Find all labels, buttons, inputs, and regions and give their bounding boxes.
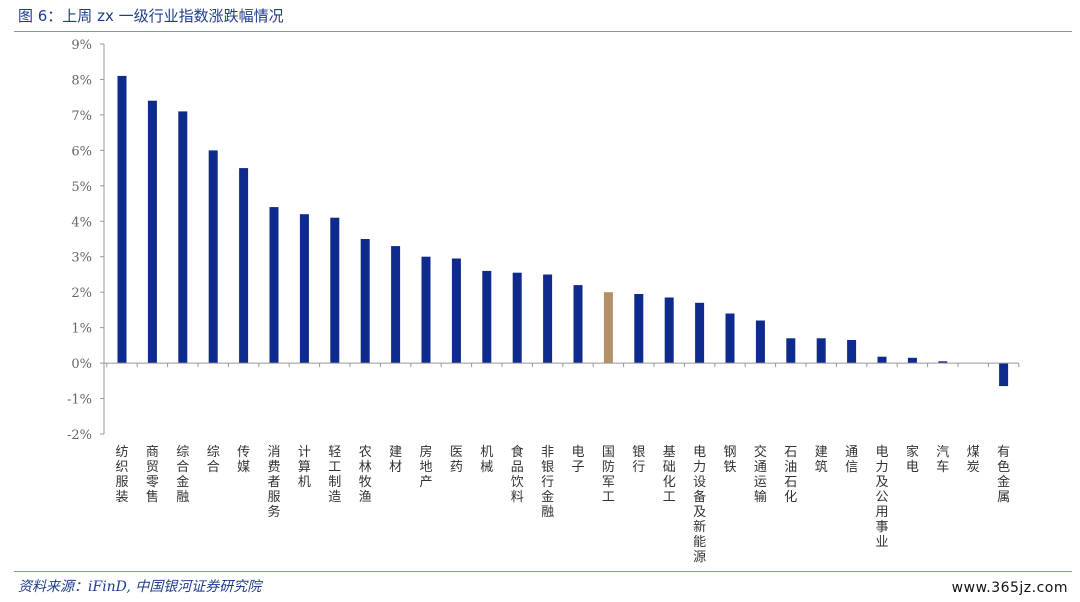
bar-食品饮料 [512,272,522,364]
bar-医药 [451,258,461,364]
y-tick-label: 9% [71,38,92,53]
bar-电力及公用事业 [877,356,887,364]
bar-通信 [847,340,857,363]
bar-电力设备及新能源 [695,302,705,364]
y-tick-label: 7% [71,109,92,124]
bar-综合 [208,150,218,364]
bar-计算机 [299,214,309,364]
x-tick-label: 房地产 [419,444,432,490]
x-tick-label: 计算机 [298,445,311,490]
bar-轻工制造 [330,217,340,364]
x-tick-label: 国防军工 [602,445,615,505]
bar-基础化工 [664,297,674,364]
bar-series [117,75,1009,387]
x-tick-label: 纺织服装 [115,445,128,505]
y-tick-label: -2% [67,428,92,443]
y-tick-label: 4% [71,215,92,230]
bar-有色金属 [999,363,1009,387]
figure-title: 图 6：上周 zx 一级行业指数涨跌幅情况 [18,7,284,25]
x-tick-label: 有色金属 [997,445,1010,505]
x-tick-label: 综合金融 [176,445,189,505]
x-tick-label: 综合 [207,445,220,475]
bar-综合金融 [178,111,188,364]
y-tick-label: 3% [71,251,92,266]
bar-建筑 [816,338,826,364]
footer-rule [14,571,1072,572]
source-note: 资料来源：iFinD, 中国银河证券研究院 [18,579,262,595]
x-tick-label: 电力设备及新能源 [693,445,706,565]
x-tick-label: 消费者服务 [267,445,280,520]
x-tick-label: 传媒 [237,445,250,475]
y-tick-label: 6% [71,144,92,159]
x-tick-label: 煤炭 [967,445,980,475]
x-tick-label: 家电 [906,444,919,475]
bar-电子 [573,285,583,364]
bar-机械 [482,270,492,364]
x-tick-label: 医药 [450,445,463,475]
x-tick-label: 食品饮料 [511,444,524,505]
bar-农林牧渔 [360,239,370,364]
bar-钢铁 [725,313,735,364]
y-tick-label: 1% [71,322,92,337]
bar-chart: -2% -1% 0% 1% 2% 3% 4% 5% 6% 7% 8% 9% 纺织服装 商贸零售 综合金融 综… [67,38,1020,565]
x-tick-label: 机械 [480,445,493,475]
watermark-text: www.365jz.com [951,580,1068,596]
x-tick-label: 基础化工 [663,445,676,505]
bar-家电 [907,357,917,364]
x-tick-label: 通信 [845,445,858,475]
x-tick-label: 银行 [632,445,645,475]
bar-纺织服装 [117,75,127,364]
x-tick-label: 汽车 [936,445,949,475]
bar-国防军工 [603,292,613,364]
bar-商贸零售 [147,100,157,364]
x-tick-label: 建材 [389,445,402,475]
y-tick-label: 8% [71,73,92,88]
x-tick-label: 电力及公用事业 [875,445,888,550]
bar-消费者服务 [269,207,279,364]
bar-汽车 [938,361,948,364]
x-tick-label: 石油石化 [784,445,797,505]
x-axis [104,362,1020,368]
bar-银行 [634,294,644,364]
y-tick-label: 5% [71,180,92,195]
x-tick-label: 钢铁 [723,445,736,475]
x-tick-label: 农林牧渔 [359,445,372,505]
y-axis: -2% -1% 0% 1% 2% 3% 4% 5% 6% 7% 8% 9% [67,38,105,443]
y-tick-label: 0% [71,357,92,372]
x-tick-label: 商贸零售 [146,445,159,505]
title-rule [14,31,1072,32]
y-tick-label: 2% [71,286,92,301]
x-tick-label: 电子 [571,445,584,475]
bar-房地产 [421,256,431,364]
y-tick-label: -1% [67,393,92,408]
bar-传媒 [239,168,249,364]
bar-非银行金融 [543,274,553,364]
bar-交通运输 [755,320,765,363]
x-tick-label: 交通运输 [754,444,767,505]
bar-建材 [391,246,401,364]
bar-石油石化 [786,338,796,364]
x-tick-label: 非银行金融 [541,445,554,520]
x-tick-label: 轻工制造 [328,445,341,505]
x-tick-label: 建筑 [815,445,828,475]
